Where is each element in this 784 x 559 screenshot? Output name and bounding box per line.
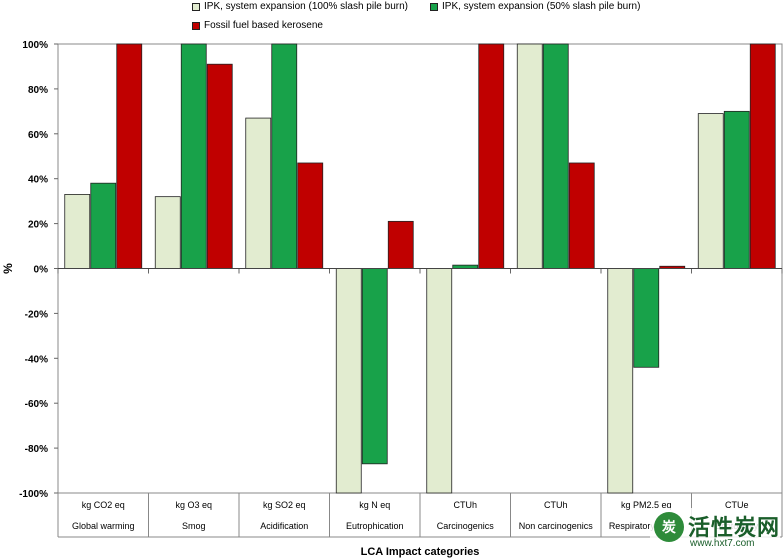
legend-item: Fossil fuel based kerosene: [192, 20, 323, 31]
bar: [90, 182, 117, 269]
bar: [607, 268, 634, 494]
bar: [154, 196, 181, 269]
legend-label: Fossil fuel based kerosene: [204, 20, 323, 31]
category-unit-label: CTUh: [453, 500, 477, 510]
bar: [245, 117, 272, 269]
bar: [478, 43, 505, 269]
category-unit-label: kg N eq: [359, 500, 390, 510]
category-unit-label: kg PM2.5 eq: [621, 500, 672, 510]
category-name-label: Respiratory effects: [609, 521, 684, 531]
bar: [516, 43, 543, 269]
bar: [697, 113, 724, 269]
watermark-logo-icon: 炭: [654, 512, 684, 542]
y-tick-label: 0%: [34, 265, 49, 276]
bar: [206, 63, 233, 269]
bar: [271, 43, 298, 269]
bar: [335, 268, 362, 494]
bar: [116, 43, 143, 269]
legend-item: IPK, system expansion (100% slash pile b…: [192, 1, 408, 12]
bar: [361, 268, 388, 465]
category-unit-label: CTUe: [725, 500, 749, 510]
category-unit-label: kg O3 eq: [175, 500, 212, 510]
y-tick-label: 100%: [22, 40, 48, 51]
bar: [426, 268, 453, 494]
y-axis-title: %: [1, 263, 15, 274]
bar: [387, 220, 414, 269]
category-name-label: Eutrophication: [346, 521, 404, 531]
category-unit-label: kg CO2 eq: [82, 500, 125, 510]
bar: [749, 43, 776, 269]
legend-swatch: [430, 2, 438, 11]
y-tick-label: 60%: [28, 130, 48, 141]
bar: [568, 162, 595, 269]
bar: [542, 43, 569, 269]
y-tick-label: 40%: [28, 175, 48, 186]
y-tick-label: -40%: [25, 354, 48, 365]
bar: [633, 268, 660, 368]
category-name-label: Acidification: [260, 521, 308, 531]
category-unit-label: CTUh: [544, 500, 568, 510]
y-tick-label: -20%: [25, 309, 48, 320]
category-name-label: Smog: [182, 521, 206, 531]
y-tick-label: -60%: [25, 399, 48, 410]
bar: [180, 43, 207, 269]
y-tick-label: 80%: [28, 85, 48, 96]
bar: [452, 264, 479, 269]
watermark-brand: 活性炭网: [688, 516, 781, 541]
bar: [297, 162, 324, 269]
y-tick-label: -80%: [25, 444, 48, 455]
category-name-label: Global warming: [72, 521, 135, 531]
category-name-label: Carcinogenics: [437, 521, 495, 531]
legend-swatch: [192, 2, 200, 11]
y-tick-label: 20%: [28, 220, 48, 231]
y-tick-label: -100%: [19, 489, 48, 500]
bar: [64, 194, 91, 269]
legend-item: IPK, system expansion (50% slash pile bu…: [430, 1, 640, 12]
legend-label: IPK, system expansion (50% slash pile bu…: [442, 1, 641, 12]
category-unit-label: kg SO2 eq: [263, 500, 306, 510]
legend-swatch: [192, 21, 200, 30]
bar: [723, 110, 750, 269]
watermark: 炭 活性炭网 www.hxt7.com: [650, 508, 780, 556]
watermark-url: www.hxt7.com: [690, 538, 755, 549]
legend-label: IPK, system expansion (100% slash pile b…: [204, 1, 408, 12]
x-axis-title: LCA Impact categories: [361, 546, 480, 558]
category-name-label: Non carcinogenics: [519, 521, 594, 531]
